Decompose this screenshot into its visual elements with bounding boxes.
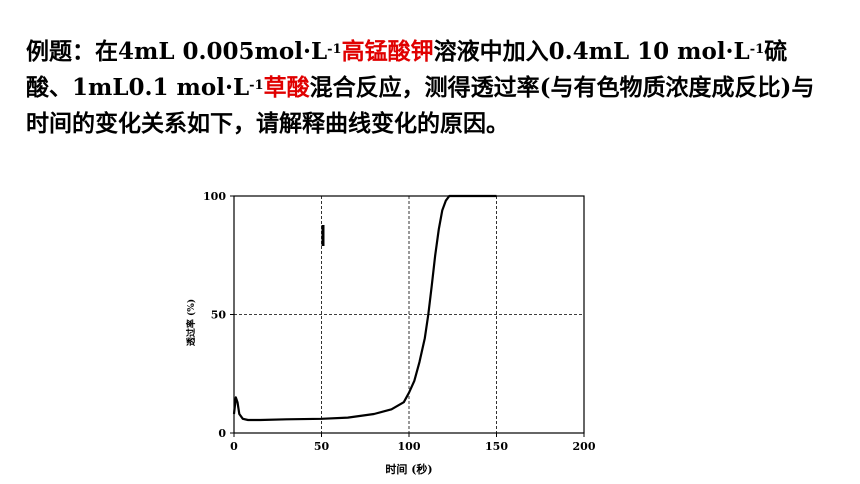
- x-axis-label: 时间 (秒): [385, 462, 432, 476]
- chart-svg: 0 50 100 150 200 0 50 100 时间 (秒) 透过率 (%): [185, 190, 596, 476]
- text-segment: 硫酸、1mL0.1 mol·L: [26, 38, 788, 101]
- axis-ticks: 0 50 100 150 200 0 50 100: [203, 190, 596, 453]
- y-tick-label: 0: [218, 427, 226, 440]
- x-tick-label: 150: [485, 440, 508, 453]
- transmittance-curve: [232, 194, 497, 422]
- transmittance-chart: 0 50 100 150 200 0 50 100 时间 (秒) 透过率 (%): [180, 180, 620, 480]
- highlighted-text: 草酸: [263, 74, 310, 101]
- x-tick-label: 100: [398, 440, 421, 453]
- text-segment: 溶液中加入0.4mL 10 mol·L: [433, 38, 750, 65]
- highlighted-text: 高锰酸钾: [341, 38, 434, 65]
- superscript: -1: [249, 78, 264, 93]
- x-tick-label: 200: [573, 440, 596, 453]
- grid-lines: [234, 195, 584, 433]
- text-segment: 混合反应，测得透过率(与有色物质浓度成反比)与时间的变化关系如下，请解释曲线变化…: [26, 74, 815, 137]
- text-segment: 例题：在4mL 0.005mol·L: [26, 38, 328, 65]
- superscript: -1: [327, 42, 342, 57]
- x-tick-label: 0: [230, 440, 238, 453]
- y-axis-label: 透过率 (%): [185, 299, 197, 346]
- x-tick-label: 50: [314, 440, 330, 453]
- superscript: -1: [749, 42, 765, 57]
- problem-statement: 例题：在4mL 0.005mol·L-1高锰酸钾溶液中加入0.4mL 10 mo…: [26, 34, 816, 142]
- y-tick-label: 100: [203, 190, 226, 203]
- y-tick-label: 50: [211, 309, 227, 322]
